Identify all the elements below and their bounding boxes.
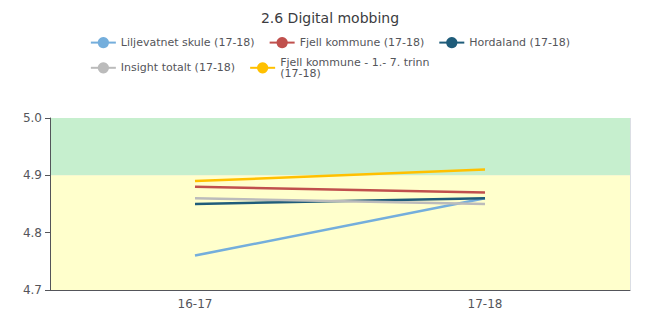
svg-text:2.6 Digital mobbing: 2.6 Digital mobbing (261, 10, 399, 26)
svg-text:4.9: 4.9 (23, 168, 42, 182)
svg-text:17-18: 17-18 (468, 297, 503, 311)
svg-text:Fjell kommune (17-18): Fjell kommune (17-18) (300, 36, 425, 49)
svg-text:Hordaland (17-18): Hordaland (17-18) (469, 36, 570, 49)
svg-text:4.8: 4.8 (23, 226, 42, 240)
svg-text:5.0: 5.0 (23, 111, 42, 125)
svg-text:Fjell kommune - 1.- 7. trinn: Fjell kommune - 1.- 7. trinn (280, 55, 430, 69)
svg-text:(17-18): (17-18) (280, 67, 321, 80)
svg-text:Liljevatnet skule (17-18): Liljevatnet skule (17-18) (121, 36, 255, 49)
svg-text:4.7: 4.7 (23, 283, 42, 297)
svg-text:Insight totalt (17-18): Insight totalt (17-18) (121, 61, 235, 74)
svg-text:16-17: 16-17 (178, 297, 213, 311)
